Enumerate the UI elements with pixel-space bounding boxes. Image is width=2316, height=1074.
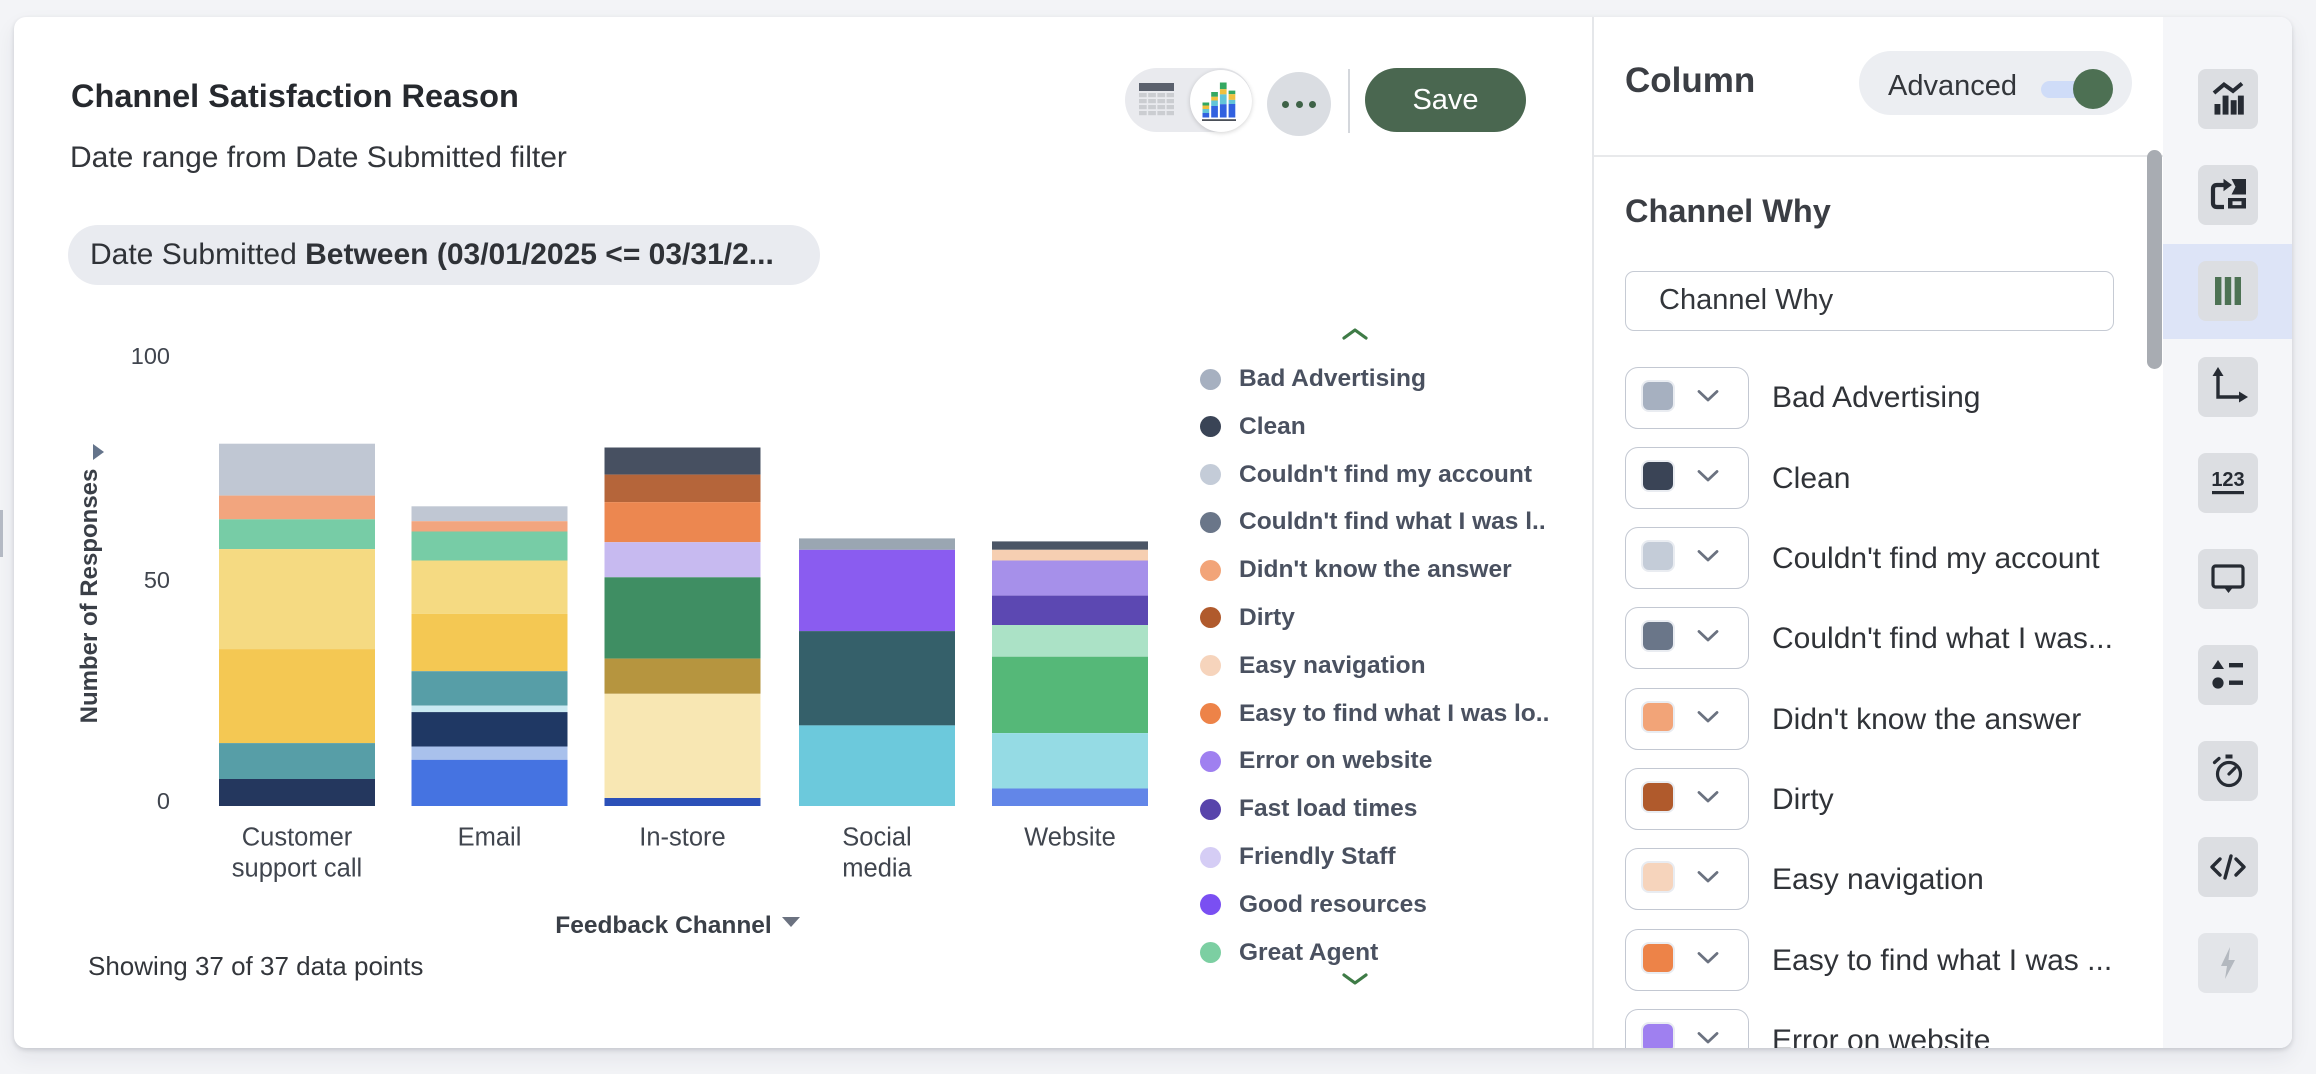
svg-text:In-store: In-store xyxy=(639,823,725,851)
svg-text:Website: Website xyxy=(1024,823,1116,851)
svg-text:support call: support call xyxy=(232,854,362,882)
svg-text:Social: Social xyxy=(842,823,911,851)
svg-text:0: 0 xyxy=(157,788,170,814)
svg-text:Email: Email xyxy=(458,823,522,851)
svg-text:Feedback Channel: Feedback Channel xyxy=(555,912,771,939)
svg-text:50: 50 xyxy=(144,567,170,593)
svg-text:media: media xyxy=(842,854,912,882)
svg-text:Customer: Customer xyxy=(242,823,353,851)
svg-text:123: 123 xyxy=(2211,469,2244,491)
svg-text:Number of Responses: Number of Responses xyxy=(76,469,103,724)
svg-text:100: 100 xyxy=(131,343,170,369)
